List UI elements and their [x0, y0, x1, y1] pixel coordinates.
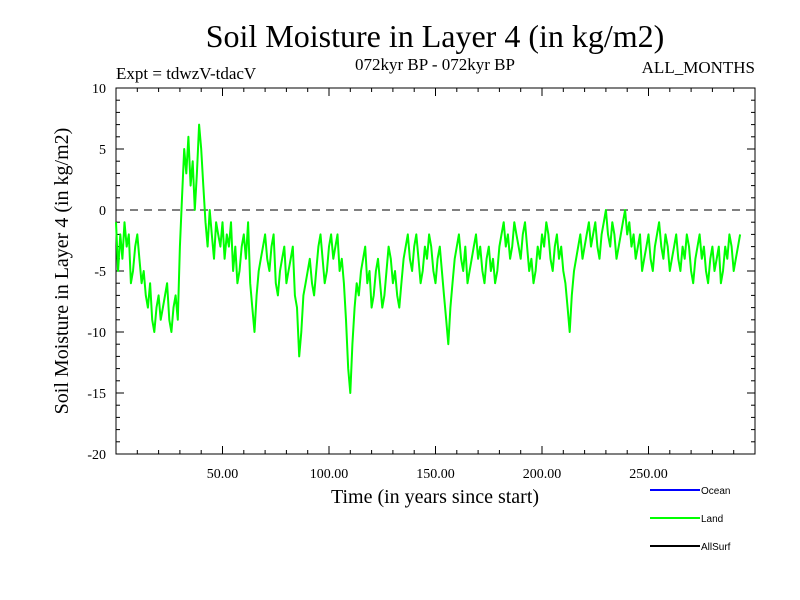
land-series-line: [115, 123, 742, 394]
axis-ticks: [116, 87, 755, 455]
legend-land-label: Land: [701, 514, 723, 525]
x-tick-label: 250.00: [629, 467, 668, 482]
y-tick-label: -15: [87, 387, 106, 402]
x-tick-label: 100.00: [310, 467, 349, 482]
plot-frame: [115, 87, 756, 455]
x-axis-label: Time (in years since start): [331, 486, 539, 508]
y-tick-label: 0: [99, 204, 106, 219]
y-tick-label: 5: [99, 143, 106, 158]
x-tick-label: 150.00: [416, 467, 455, 482]
chart-title: Soil Moisture in Layer 4 (in kg/m2): [206, 18, 665, 54]
y-tick-label: -20: [87, 448, 106, 463]
y-axis-tick-labels: 10 5 0 -5 -10 -15 -20: [87, 82, 106, 463]
experiment-label: Expt = tdwzV-tdacV: [116, 64, 257, 83]
y-tick-label: 10: [92, 82, 106, 97]
legend: Ocean Land AllSurf: [650, 486, 731, 553]
y-axis-label: Soil Moisture in Layer 4 (in kg/m2): [51, 128, 73, 415]
x-tick-label: 50.00: [207, 467, 239, 482]
legend-allsurf-label: AllSurf: [701, 542, 731, 553]
x-tick-label: 200.00: [523, 467, 562, 482]
legend-ocean-label: Ocean: [701, 486, 730, 497]
y-tick-label: -5: [94, 265, 106, 280]
months-label: ALL_MONTHS: [642, 58, 755, 77]
plot-area: 10 5 0 -5 -10 -15 -20 50.00 100.00 150.00 200.00 2…: [87, 82, 756, 482]
period-label: 072kyr BP - 072kyr BP: [355, 55, 515, 74]
y-tick-label: -10: [87, 326, 106, 341]
x-axis-tick-labels: 50.00 100.00 150.00 200.00 250.00: [207, 467, 668, 482]
